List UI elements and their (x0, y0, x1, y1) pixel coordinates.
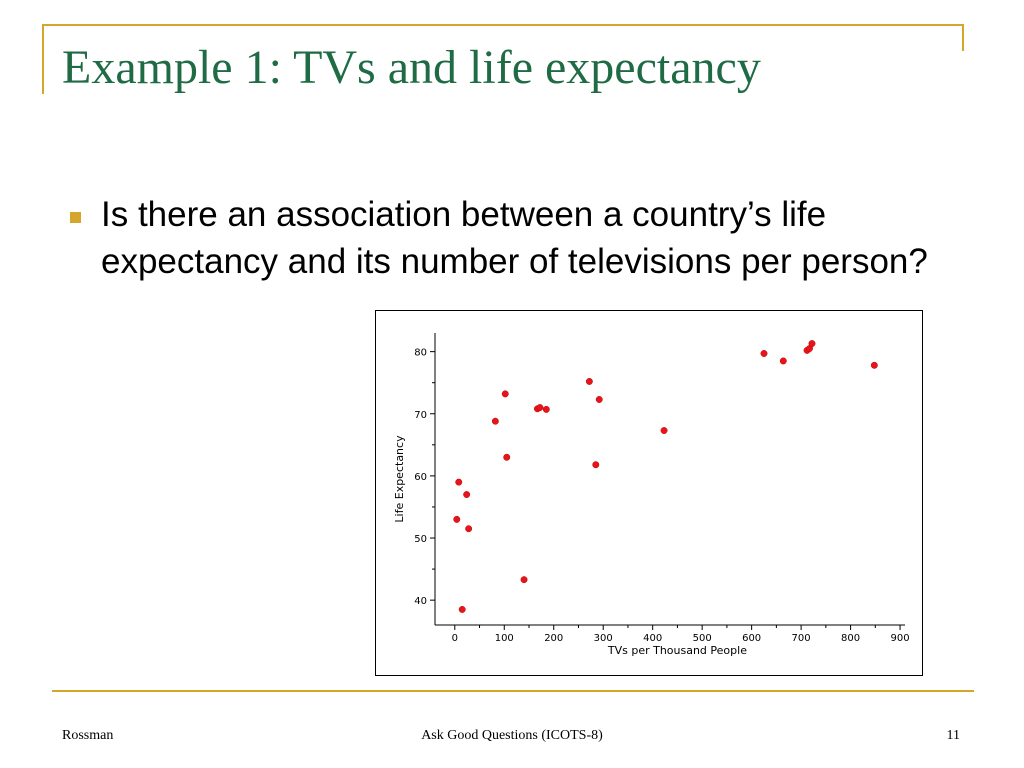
data-point (465, 525, 473, 533)
x-tick-label: 100 (495, 633, 514, 644)
data-point (542, 405, 550, 413)
data-point (760, 350, 768, 357)
data-point (458, 606, 466, 613)
data-point (455, 478, 463, 486)
y-axis-label: Life Expectancy (393, 435, 406, 523)
y-tick-label: 70 (414, 410, 427, 421)
data-point (595, 396, 603, 403)
scatter-chart-svg: 0 100 200 300 400 500 600 700 800 900 40 50 60 70 80 TV… (393, 333, 910, 657)
data-point (660, 427, 668, 434)
data-point (503, 453, 511, 461)
y-tick-label: 40 (414, 596, 427, 607)
y-tick-label: 60 (414, 472, 427, 483)
data-point (463, 491, 471, 498)
data-point (520, 576, 528, 584)
title-frame-top-rule (42, 24, 964, 26)
data-point (592, 461, 600, 469)
y-tick-label: 50 (414, 534, 427, 545)
data-point (585, 378, 593, 385)
x-tick-label: 400 (643, 633, 662, 644)
data-point (453, 515, 461, 523)
footer-author: Rossman (62, 728, 114, 743)
data-point (870, 361, 878, 369)
x-tick-label: 500 (693, 633, 712, 644)
data-point (779, 357, 787, 365)
x-tick-label: 800 (841, 633, 860, 644)
data-point (536, 404, 544, 412)
y-tick-label: 80 (414, 348, 427, 359)
data-point (808, 340, 816, 348)
data-point (491, 417, 499, 425)
title-frame-right-rule (962, 24, 964, 51)
x-tick-label: 900 (891, 633, 910, 644)
footer-rule (52, 690, 974, 692)
x-tick-label: 200 (544, 633, 563, 644)
x-tick-label: 300 (594, 633, 613, 644)
x-axis-label: TVs per Thousand People (607, 644, 747, 657)
x-tick-label: 0 (452, 633, 458, 644)
data-point (501, 390, 509, 398)
slide-title: Example 1: TVs and life expectancy (62, 41, 761, 94)
page-number: 11 (946, 728, 960, 743)
title-frame-left-rule (42, 24, 44, 94)
x-tick-label: 700 (792, 633, 811, 644)
scatter-chart: 0 100 200 300 400 500 600 700 800 900 40 50 60 70 80 TV… (375, 310, 923, 676)
bullet-square-icon (70, 212, 81, 223)
x-tick-label: 600 (742, 633, 761, 644)
bullet-text: Is there an association between a countr… (101, 195, 928, 281)
footer-title: Ask Good Questions (ICOTS-8) (421, 728, 603, 743)
